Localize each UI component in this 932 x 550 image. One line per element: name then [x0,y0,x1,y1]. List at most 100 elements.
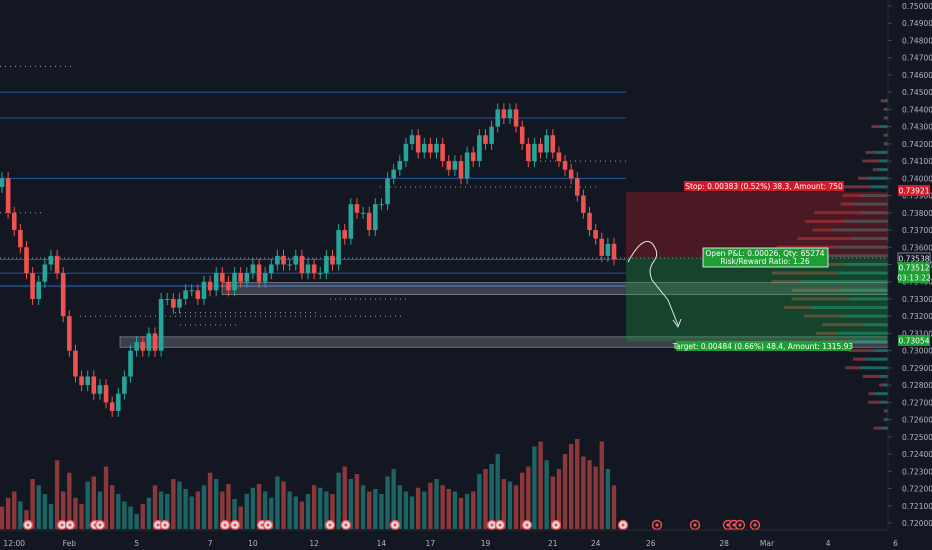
candle-body [397,161,403,170]
long-short-position-tool[interactable] [626,191,888,342]
time-axis[interactable]: 12:00 Feb 5 7 10 12 14 17 19 21 24 26 28 Mar 4 6 [3,539,898,548]
candle-body [526,143,531,162]
price-tick-label: 0.73800 [902,209,932,218]
volume-bar [440,485,445,529]
price-tick-label: 0.74000 [902,174,932,183]
volume-bar [116,494,121,529]
candle-body [287,264,292,266]
volume-bar [293,496,298,529]
stop-zone [626,191,888,258]
volume-bar [391,469,396,529]
price-tick-label: 0.72800 [902,381,932,390]
volume-bar [85,481,90,529]
volume-bar [67,472,72,529]
volume-profile-bar-up [884,99,888,103]
volume-bar [238,506,243,529]
candle-body [470,152,476,162]
event-dot-icon [260,523,264,527]
volume-profile-bar-down [862,159,879,163]
time-tick-label: 19 [481,539,491,548]
volume-bar [367,491,372,529]
volume-bar [568,444,574,529]
volume-profile-bar-down [822,323,865,327]
volume-profile-bar-down [883,409,886,413]
volume-bar [122,501,127,529]
volume-profile-bar-down [872,168,879,172]
volume-bar [544,460,549,529]
volume-profile-bar-up [811,305,888,309]
volume-profile-bar-down [852,357,866,361]
candle-body [152,333,158,351]
time-tick-label: Mar [760,539,775,548]
candle-body [164,298,170,300]
volume-bar [91,476,96,529]
volume-profile-bar-down [871,125,879,129]
candle-body [311,264,317,274]
candle-body [275,255,280,265]
candle-body [30,273,35,299]
candle-body [477,135,482,162]
event-icons[interactable] [22,519,761,531]
volume-profile-bar-down [776,245,834,249]
event-dot-icon [554,523,558,527]
candle-body [581,195,586,213]
volume-profile [771,99,888,430]
candle-body [183,290,188,299]
volume-profile-bar-down [783,305,812,309]
volume-bar [379,494,384,529]
volume-bar [207,472,213,529]
candle-body [0,178,5,187]
candle-body [244,273,250,282]
price-tick-label: 0.73900 [902,192,932,201]
candle-body [189,290,195,292]
event-dot-icon [498,523,502,527]
candle-body [299,255,305,274]
volume-bar [146,497,152,529]
volume-bar [336,472,341,529]
candle-body [415,135,421,153]
volume-bar [171,479,176,529]
candle-body [67,316,72,351]
volume-bar [177,481,182,529]
volume-bar [324,491,329,529]
price-tick-label: 0.74600 [902,71,932,80]
volume-profile-bar-up [860,211,888,215]
volume-bar [305,494,311,529]
time-tick-label: Feb [63,539,77,548]
target-label[interactable]: Target: 0.00484 (0.66%) 48.4, Amount: 13… [672,341,854,351]
price-tick-label: 0.72400 [902,450,932,459]
volume-bar [5,497,11,529]
candle-body [483,135,488,144]
volume-bar [562,454,568,529]
volume-bar [281,481,286,529]
time-tick-label: 6 [893,539,898,548]
candle-body [330,255,335,265]
candle-body [409,135,415,144]
volume-bar [79,504,84,529]
volume-profile-bar-up [878,159,888,163]
event-dot-icon [26,523,30,527]
event-dot-icon [732,523,736,527]
candle-body [232,273,237,291]
pnl-label[interactable]: Open P&L: 0.00026, Qty: 65274 Risk/Rewar… [702,247,829,268]
volume-profile-bar-up [882,426,888,430]
candle-body [342,230,348,239]
candle-body [458,161,464,179]
price-tick-label: 0.73300 [902,295,932,304]
price-tick-label: 0.72500 [902,433,932,442]
volume-profile-bar-down [868,400,881,404]
candle-body [574,178,580,196]
volume-bar [532,446,537,529]
candle-body [379,204,384,206]
projection-arrow[interactable] [627,240,682,329]
volume-bar [348,479,354,529]
volume-bar [256,484,262,529]
svg-text:0.73538: 0.73538 [898,255,929,264]
volume-profile-bar-up [810,254,888,258]
candle-body [348,204,354,239]
volume-bar [48,504,54,529]
volume-bar [24,510,29,529]
price-tick-label: 0.74700 [902,54,932,63]
stop-label[interactable]: Stop: 0.00383 (0.52%) 38.3, Amount: 750 [684,181,844,191]
